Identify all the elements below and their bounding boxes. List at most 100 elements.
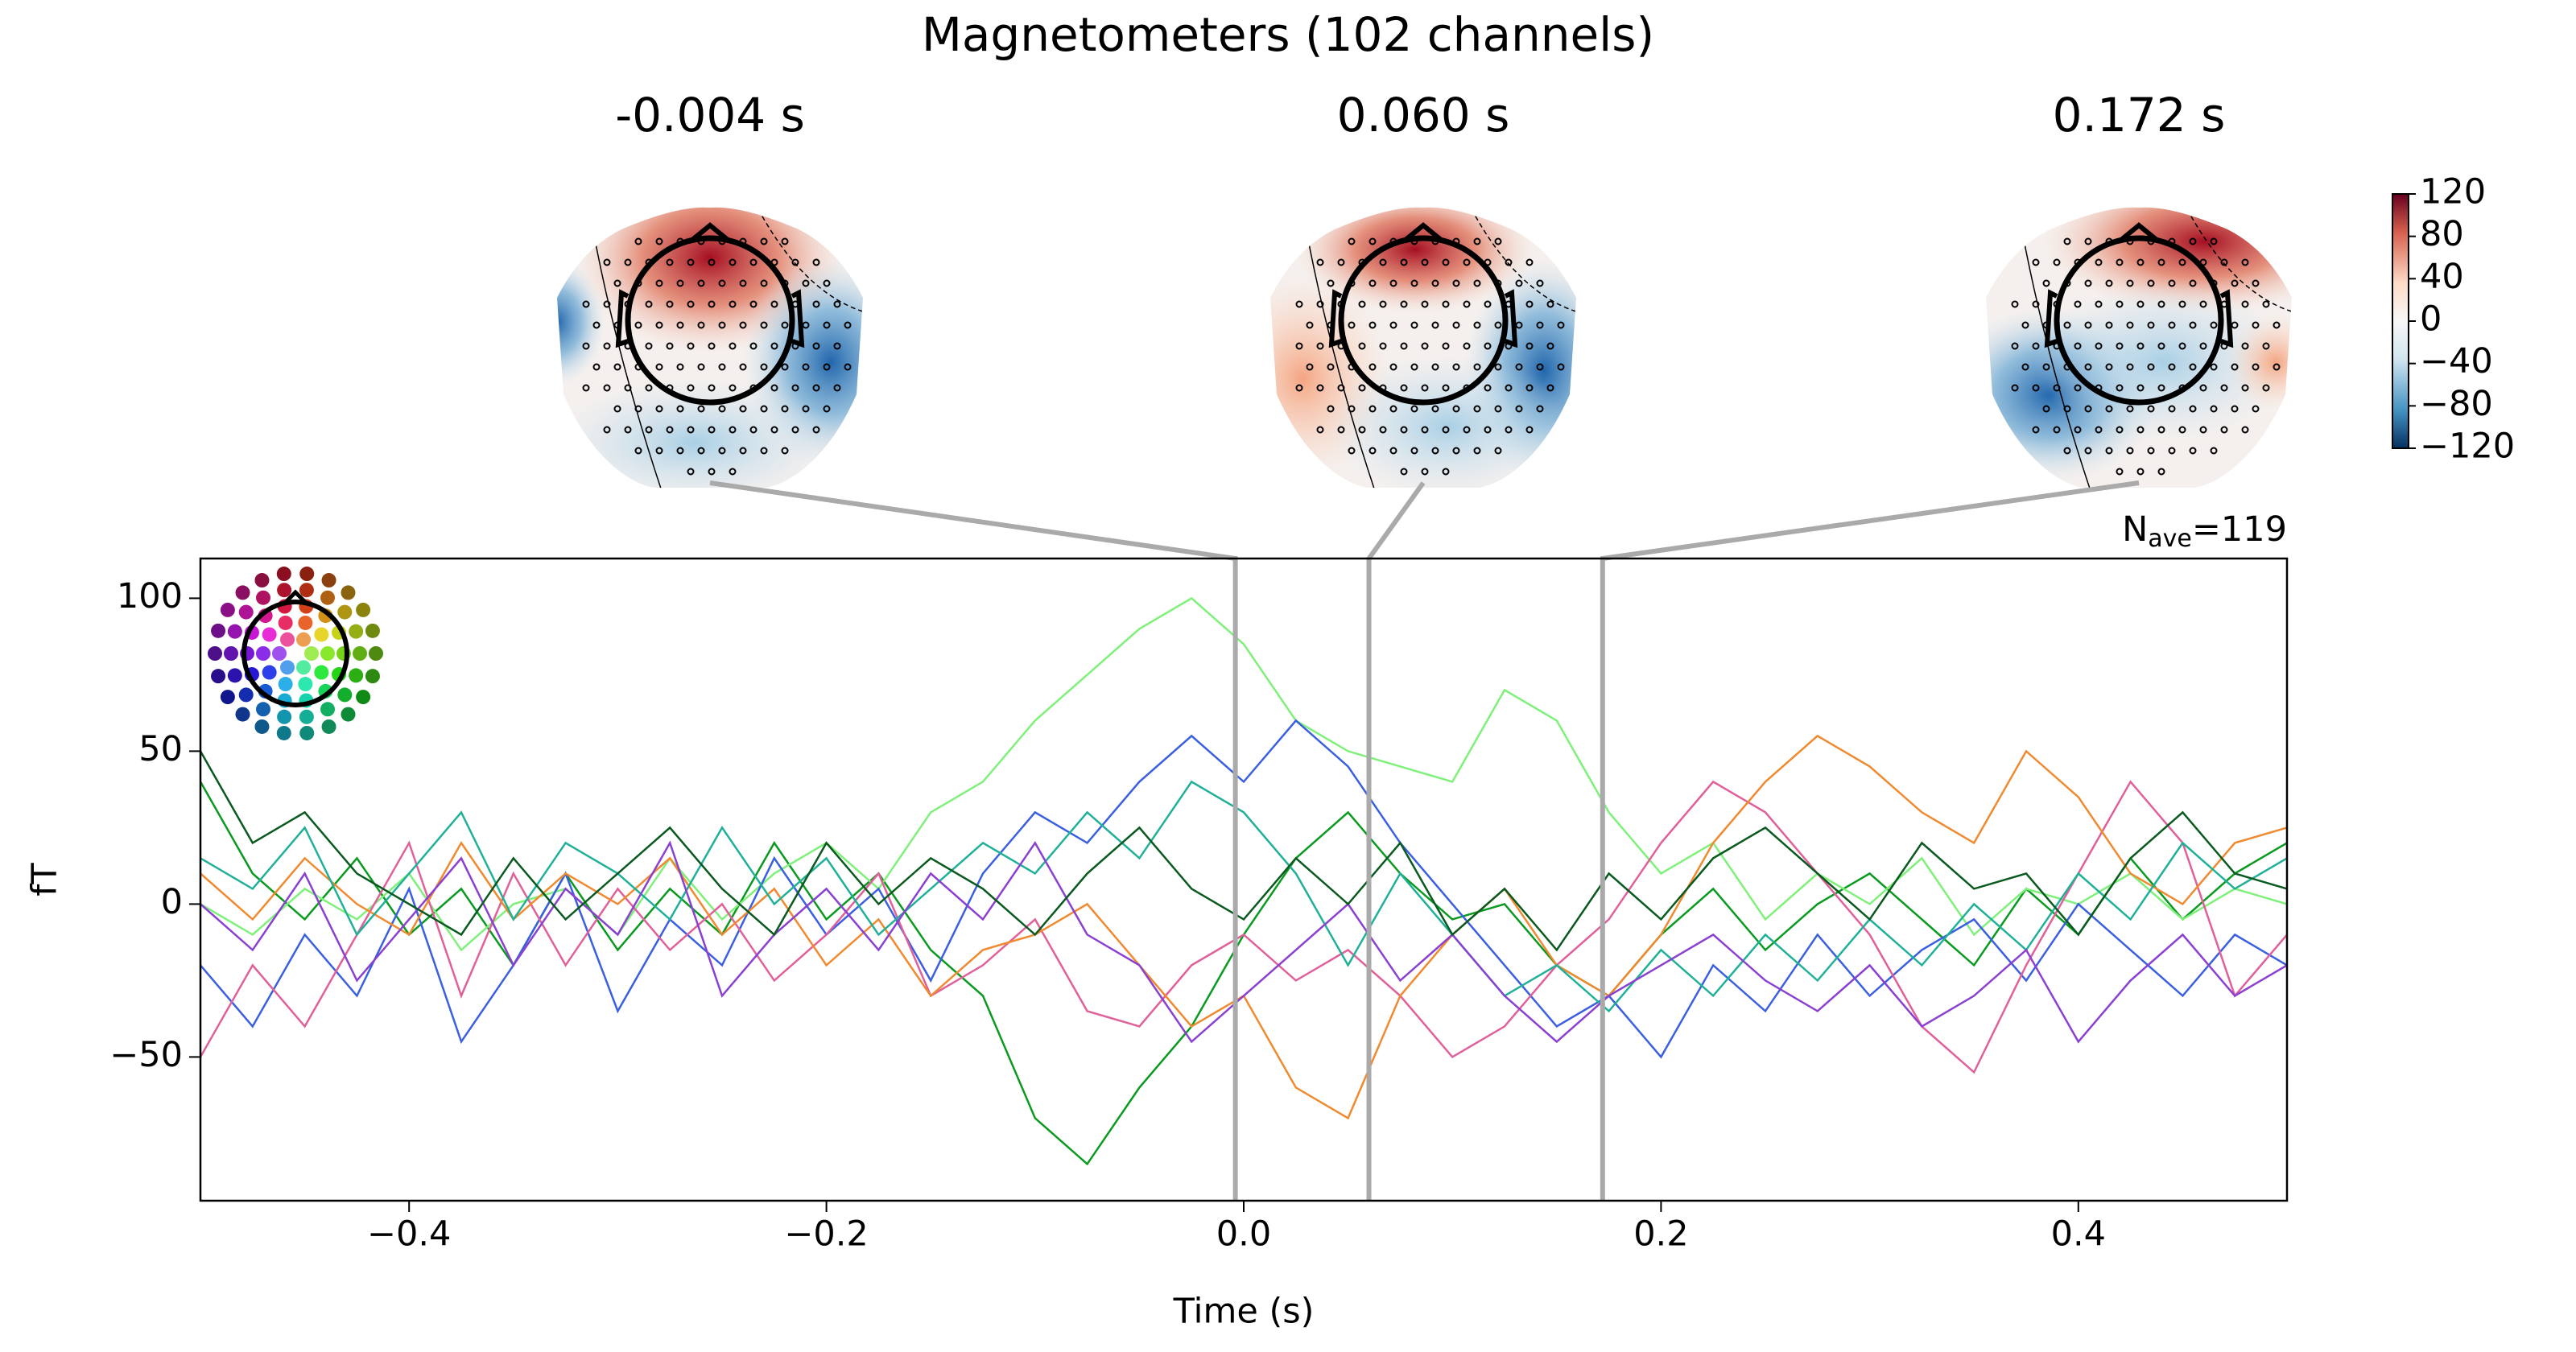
sensor <box>2189 321 2197 329</box>
sensor <box>2032 258 2040 266</box>
sensor <box>1348 237 1356 245</box>
sensor <box>2116 468 2124 476</box>
sensor <box>844 321 852 329</box>
sensor <box>2095 258 2103 266</box>
colorbar <box>2392 193 2409 449</box>
sensor-legend <box>208 567 383 740</box>
topomap-time-label: 0.172 s <box>2053 88 2226 142</box>
sensor <box>781 237 789 245</box>
head-outline <box>1338 235 1509 406</box>
sensor <box>2063 405 2071 413</box>
x-tick-label: 0.0 <box>1216 1214 1271 1255</box>
sensor <box>708 342 716 350</box>
sensor <box>2210 447 2218 455</box>
sensor <box>1306 363 1314 371</box>
sensor-dot <box>262 665 277 680</box>
legend-nose <box>283 589 308 605</box>
sensor <box>781 405 789 413</box>
sensor-dot <box>211 669 226 684</box>
sensor <box>1316 258 1324 266</box>
sensor <box>1473 447 1481 455</box>
sensor <box>1442 258 1450 266</box>
sensor <box>1368 279 1377 287</box>
sensor <box>1410 363 1418 371</box>
sensor <box>1358 384 1366 392</box>
sensor <box>833 384 841 392</box>
sensor <box>645 300 653 308</box>
sensor-dot <box>276 725 291 740</box>
sensor <box>760 279 768 287</box>
sensor <box>2157 342 2165 350</box>
sensor <box>1410 447 1418 455</box>
sensor <box>2084 279 2092 287</box>
sensor <box>2199 342 2207 350</box>
sensor <box>1546 300 1554 308</box>
sensor <box>2199 300 2207 308</box>
sensor <box>1316 342 1324 350</box>
sensor <box>687 426 695 434</box>
topomap-field <box>1986 207 2292 488</box>
sensor <box>781 447 789 455</box>
sensor <box>2178 300 2186 308</box>
sensor <box>2136 342 2145 350</box>
sensor <box>823 279 831 287</box>
colorbar-tick-label: 80 <box>2420 214 2464 254</box>
topomap <box>1986 207 2292 488</box>
sensor <box>687 258 695 266</box>
sensor <box>1536 321 1544 329</box>
sensor <box>1463 258 1471 266</box>
sensor <box>2147 321 2155 329</box>
sensor <box>1515 279 1523 287</box>
sensor <box>791 258 799 266</box>
sensor <box>1536 405 1544 413</box>
sensor <box>2105 321 2113 329</box>
sensor <box>1421 384 1429 392</box>
sensor <box>687 384 695 392</box>
sensor <box>624 384 632 392</box>
sensor <box>624 258 632 266</box>
nave-annotation: Nave=119 <box>2122 509 2287 553</box>
ear <box>791 289 805 348</box>
sensor <box>697 279 705 287</box>
sensor <box>1525 384 1534 392</box>
sensor <box>1463 300 1471 308</box>
sensor <box>2084 237 2092 245</box>
sensor-dot <box>349 668 364 683</box>
sensor <box>1546 342 1554 350</box>
sensor <box>2136 468 2145 476</box>
sensor <box>2262 300 2270 308</box>
sensor <box>2157 426 2165 434</box>
sensor <box>1463 426 1471 434</box>
sensor <box>1368 363 1377 371</box>
sensor <box>1452 321 1460 329</box>
sensor <box>1389 321 1397 329</box>
x-tick-label: −0.4 <box>367 1214 451 1255</box>
sensor <box>2105 447 2113 455</box>
sensor <box>1368 447 1377 455</box>
sensor <box>2084 447 2092 455</box>
sensor <box>1389 363 1397 371</box>
sensor <box>770 342 778 350</box>
sensor-dot <box>278 615 293 630</box>
sensor <box>634 237 642 245</box>
figure-title: Magnetometers (102 channels) <box>922 7 1654 62</box>
sensor <box>2231 363 2239 371</box>
sensor-dot <box>238 604 254 620</box>
sensor <box>2189 363 2197 371</box>
sensor <box>2084 405 2092 413</box>
sensor-dot <box>337 687 353 703</box>
sensor <box>603 426 611 434</box>
sensor-dot <box>299 583 314 598</box>
sensor <box>582 384 590 392</box>
sensor <box>718 321 726 329</box>
sensor-dot <box>299 709 314 724</box>
sensor <box>1484 384 1492 392</box>
ear <box>1504 289 1518 348</box>
sensor <box>1484 426 1492 434</box>
sensor-dot <box>353 646 367 661</box>
sensor-dot <box>256 646 270 661</box>
sensor <box>2042 405 2050 413</box>
sensor <box>1421 258 1429 266</box>
nose <box>2120 222 2158 242</box>
sensor <box>2262 384 2270 392</box>
